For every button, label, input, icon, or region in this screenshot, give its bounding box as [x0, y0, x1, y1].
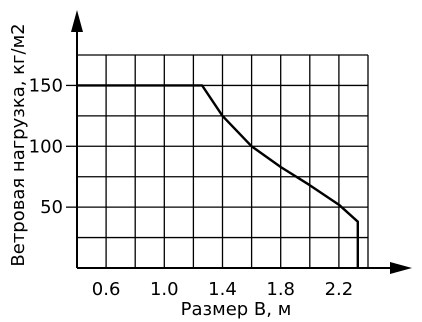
- y-tick-label: 50: [40, 197, 63, 218]
- x-axis-arrow: [390, 262, 412, 274]
- y-tick-label: 150: [29, 75, 63, 96]
- y-axis-arrow: [71, 10, 83, 32]
- y-tick-label: 100: [29, 136, 63, 157]
- y-axis-title: Ветровая нагрузка, кг/м2: [8, 23, 29, 266]
- x-tick-label: 1.8: [266, 279, 295, 300]
- x-axis-title: Размер B, м: [181, 299, 292, 320]
- x-tick-label: 2.2: [325, 279, 354, 300]
- chart-axes: [66, 10, 412, 274]
- x-tick-label: 0.6: [92, 279, 121, 300]
- chart-grid: [77, 55, 368, 268]
- x-tick-label: 1.4: [208, 279, 237, 300]
- x-tick-label: 1.0: [150, 279, 179, 300]
